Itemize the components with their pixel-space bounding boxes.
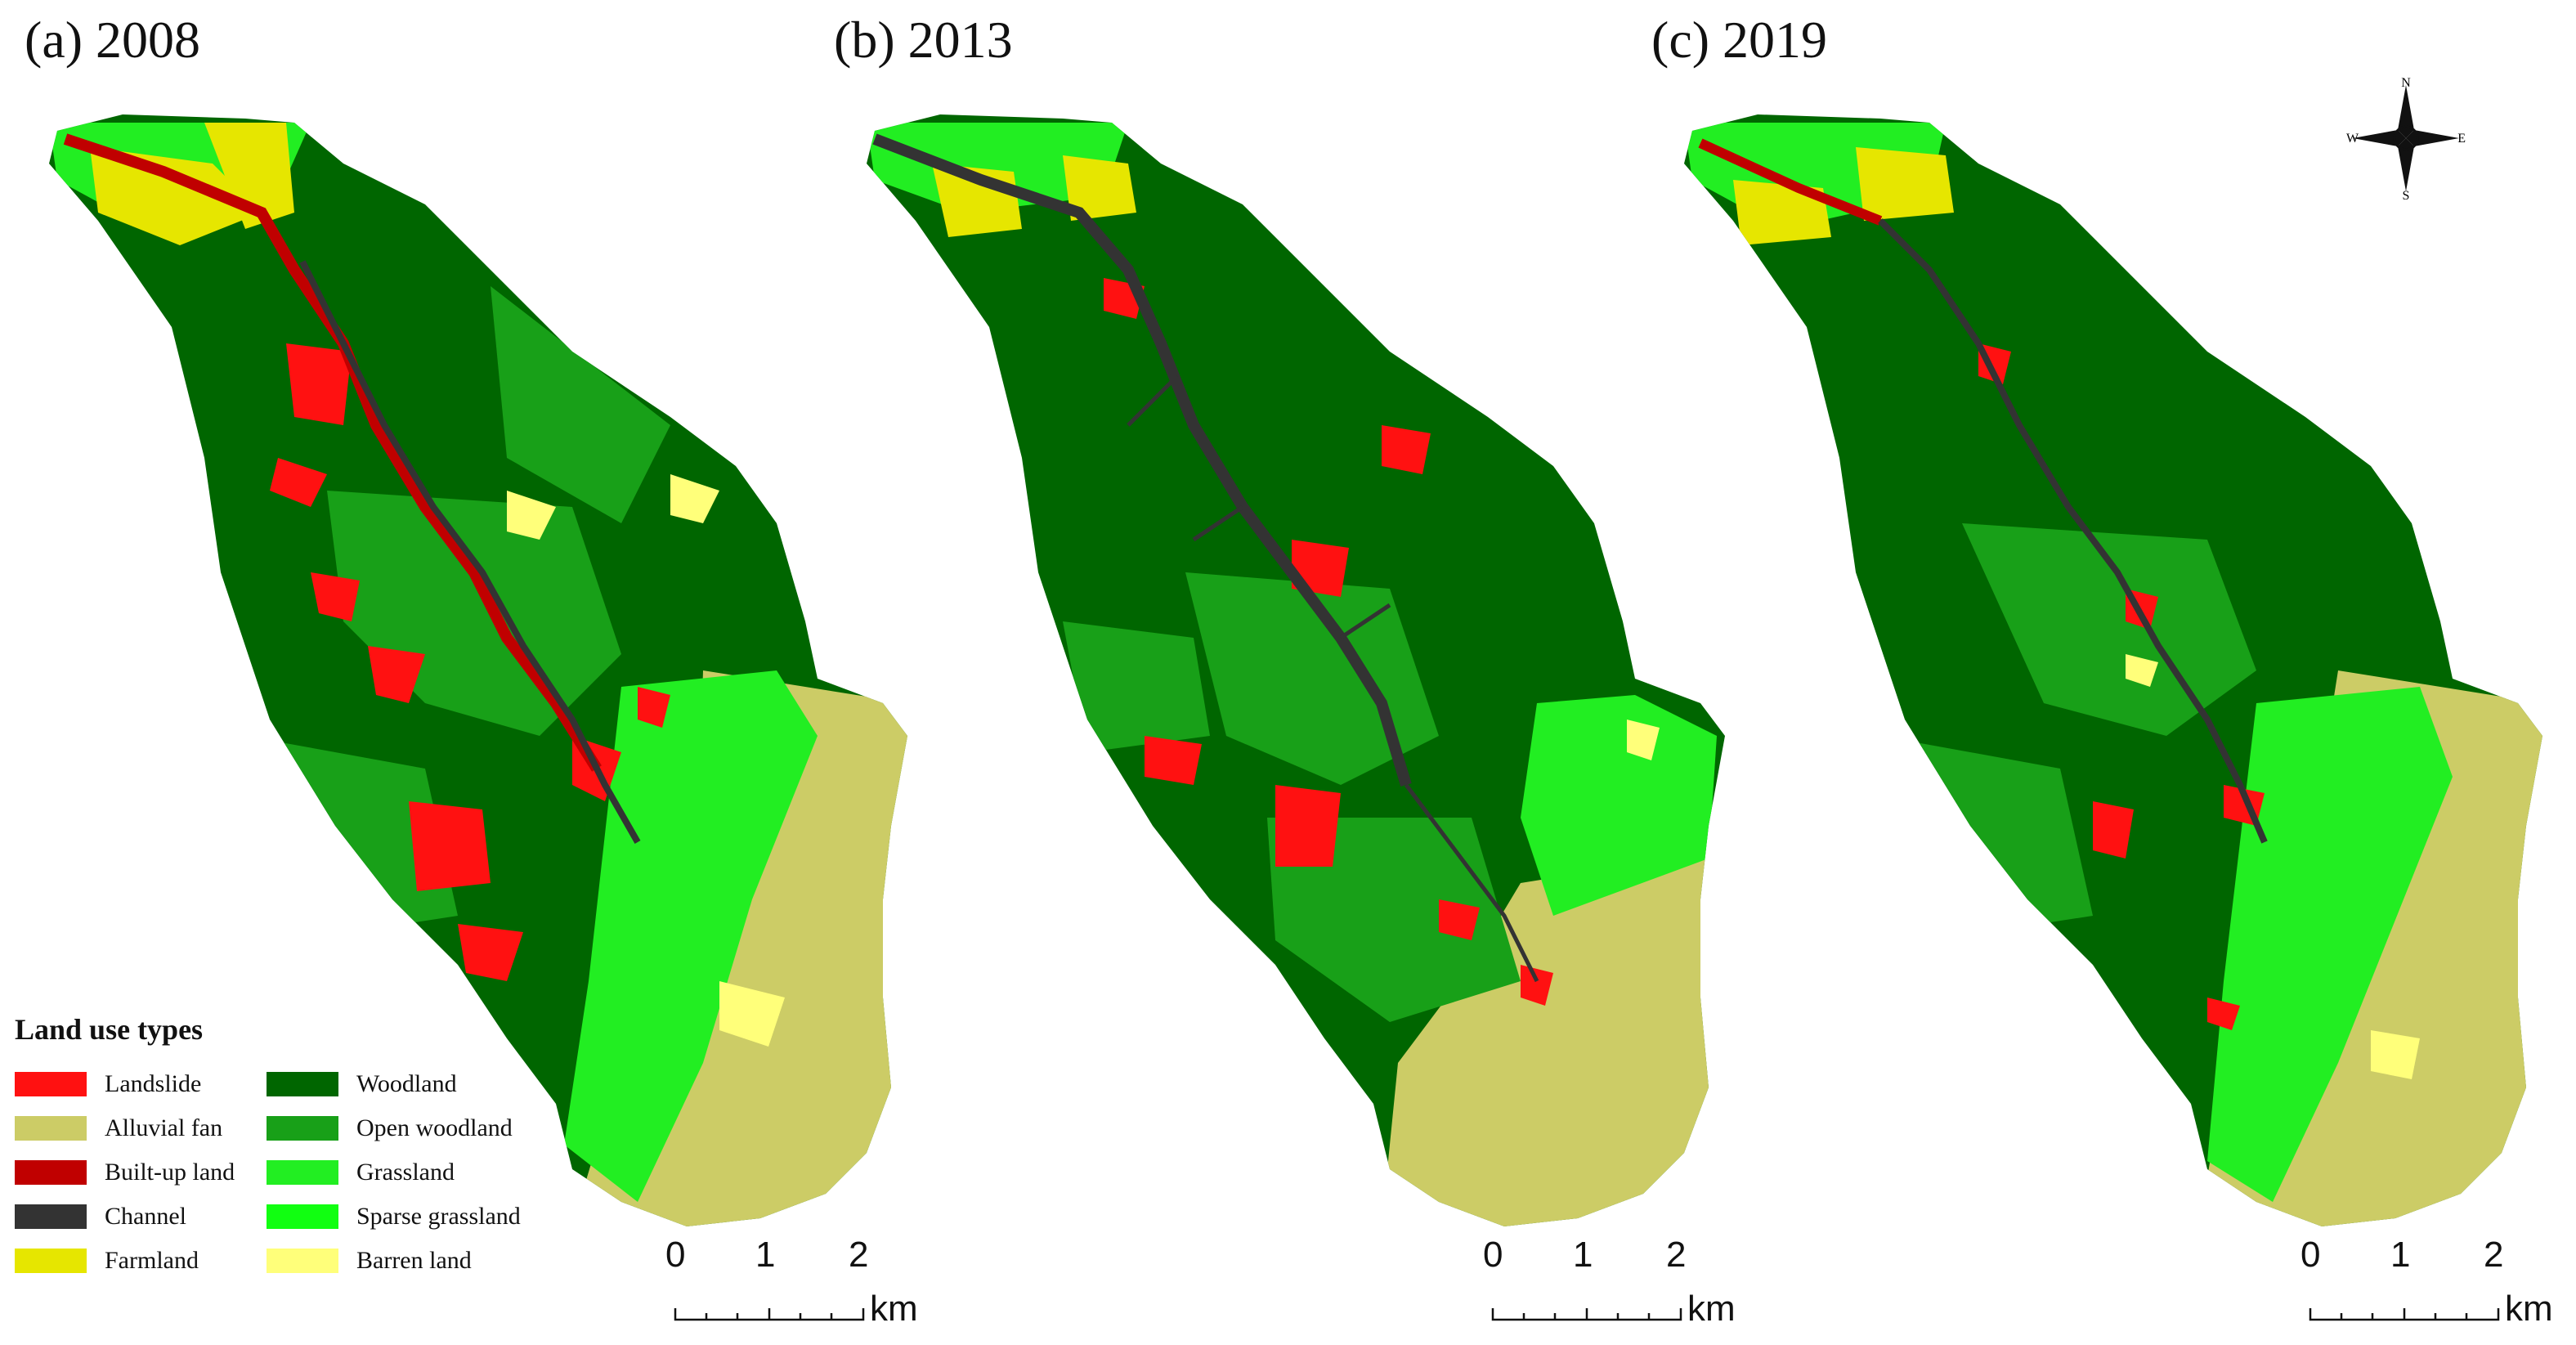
north-label: N xyxy=(2401,77,2411,90)
west-label: W xyxy=(2346,132,2359,146)
legend-swatch xyxy=(267,1204,338,1229)
scale-tick-1: 1 xyxy=(755,1235,776,1275)
legend-swatch xyxy=(267,1116,338,1141)
east-label: E xyxy=(2457,132,2466,146)
scale-bar-2008: 0 1 2 km xyxy=(662,1235,924,1333)
legend-label: Barren land xyxy=(356,1247,472,1274)
scale-tick-2: 2 xyxy=(1666,1235,1687,1275)
legend-swatch xyxy=(267,1072,338,1096)
map-panel-2019 xyxy=(1684,114,2542,1226)
panel-title-2013: (b) 2013 xyxy=(834,11,1013,69)
legend-label: Landslide xyxy=(105,1070,202,1097)
legend-swatch xyxy=(267,1160,338,1185)
legend-swatch xyxy=(15,1249,87,1273)
panel-title-2008: (a) 2008 xyxy=(25,11,201,69)
scale-tick-0: 0 xyxy=(665,1235,686,1275)
scale-bar-2013: 0 1 2 km xyxy=(1480,1235,1741,1333)
legend-swatch xyxy=(267,1249,338,1273)
legend-label: Grassland xyxy=(356,1159,455,1186)
legend-item-farmland: Farmland xyxy=(15,1244,199,1277)
legend-swatch xyxy=(15,1204,87,1229)
legend-item-channel: Channel xyxy=(15,1200,186,1233)
scale-unit: km xyxy=(2505,1289,2553,1329)
legend-item-landslide: Landslide xyxy=(15,1068,201,1101)
legend: Land use types Landslide Alluvial fan Bu… xyxy=(15,1012,587,1307)
legend-swatch xyxy=(15,1072,87,1096)
scale-unit: km xyxy=(1687,1289,1736,1329)
legend-item-grassland: Grassland xyxy=(267,1156,455,1189)
scale-tick-2: 2 xyxy=(849,1235,869,1275)
scale-bar-line xyxy=(1491,1308,1682,1321)
legend-item-barren-land: Barren land xyxy=(267,1244,472,1277)
legend-swatch xyxy=(15,1116,87,1141)
scale-tick-2: 2 xyxy=(2484,1235,2504,1275)
scale-tick-1: 1 xyxy=(2390,1235,2411,1275)
map-panel-2013 xyxy=(867,114,1725,1226)
legend-label: Alluvial fan xyxy=(105,1114,223,1141)
legend-item-sparse-grassland: Sparse grassland xyxy=(267,1200,521,1233)
legend-item-built-up-land: Built-up land xyxy=(15,1156,235,1189)
scale-tick-0: 0 xyxy=(1483,1235,1503,1275)
compass-rose-icon: N S E W xyxy=(2346,77,2466,200)
scale-tick-0: 0 xyxy=(2300,1235,2321,1275)
south-label: S xyxy=(2403,189,2410,200)
legend-swatch xyxy=(15,1160,87,1185)
legend-label: Farmland xyxy=(105,1247,199,1274)
legend-item-alluvial-fan: Alluvial fan xyxy=(15,1112,222,1145)
legend-label: Open woodland xyxy=(356,1114,513,1141)
panel-title-2019: (c) 2019 xyxy=(1651,11,1828,69)
scale-tick-1: 1 xyxy=(1573,1235,1593,1275)
scale-bar-2019: 0 1 2 km xyxy=(2297,1235,2559,1333)
scale-bar-line xyxy=(674,1308,865,1321)
legend-title: Land use types xyxy=(15,1013,204,1046)
scale-bar-line xyxy=(2309,1308,2500,1321)
scale-unit: km xyxy=(870,1289,918,1329)
legend-label: Woodland xyxy=(356,1070,457,1097)
legend-item-open-woodland: Open woodland xyxy=(267,1112,513,1145)
legend-label: Sparse grassland xyxy=(356,1203,521,1230)
legend-item-woodland: Woodland xyxy=(267,1068,457,1101)
legend-label: Channel xyxy=(105,1203,186,1230)
legend-label: Built-up land xyxy=(105,1159,235,1186)
